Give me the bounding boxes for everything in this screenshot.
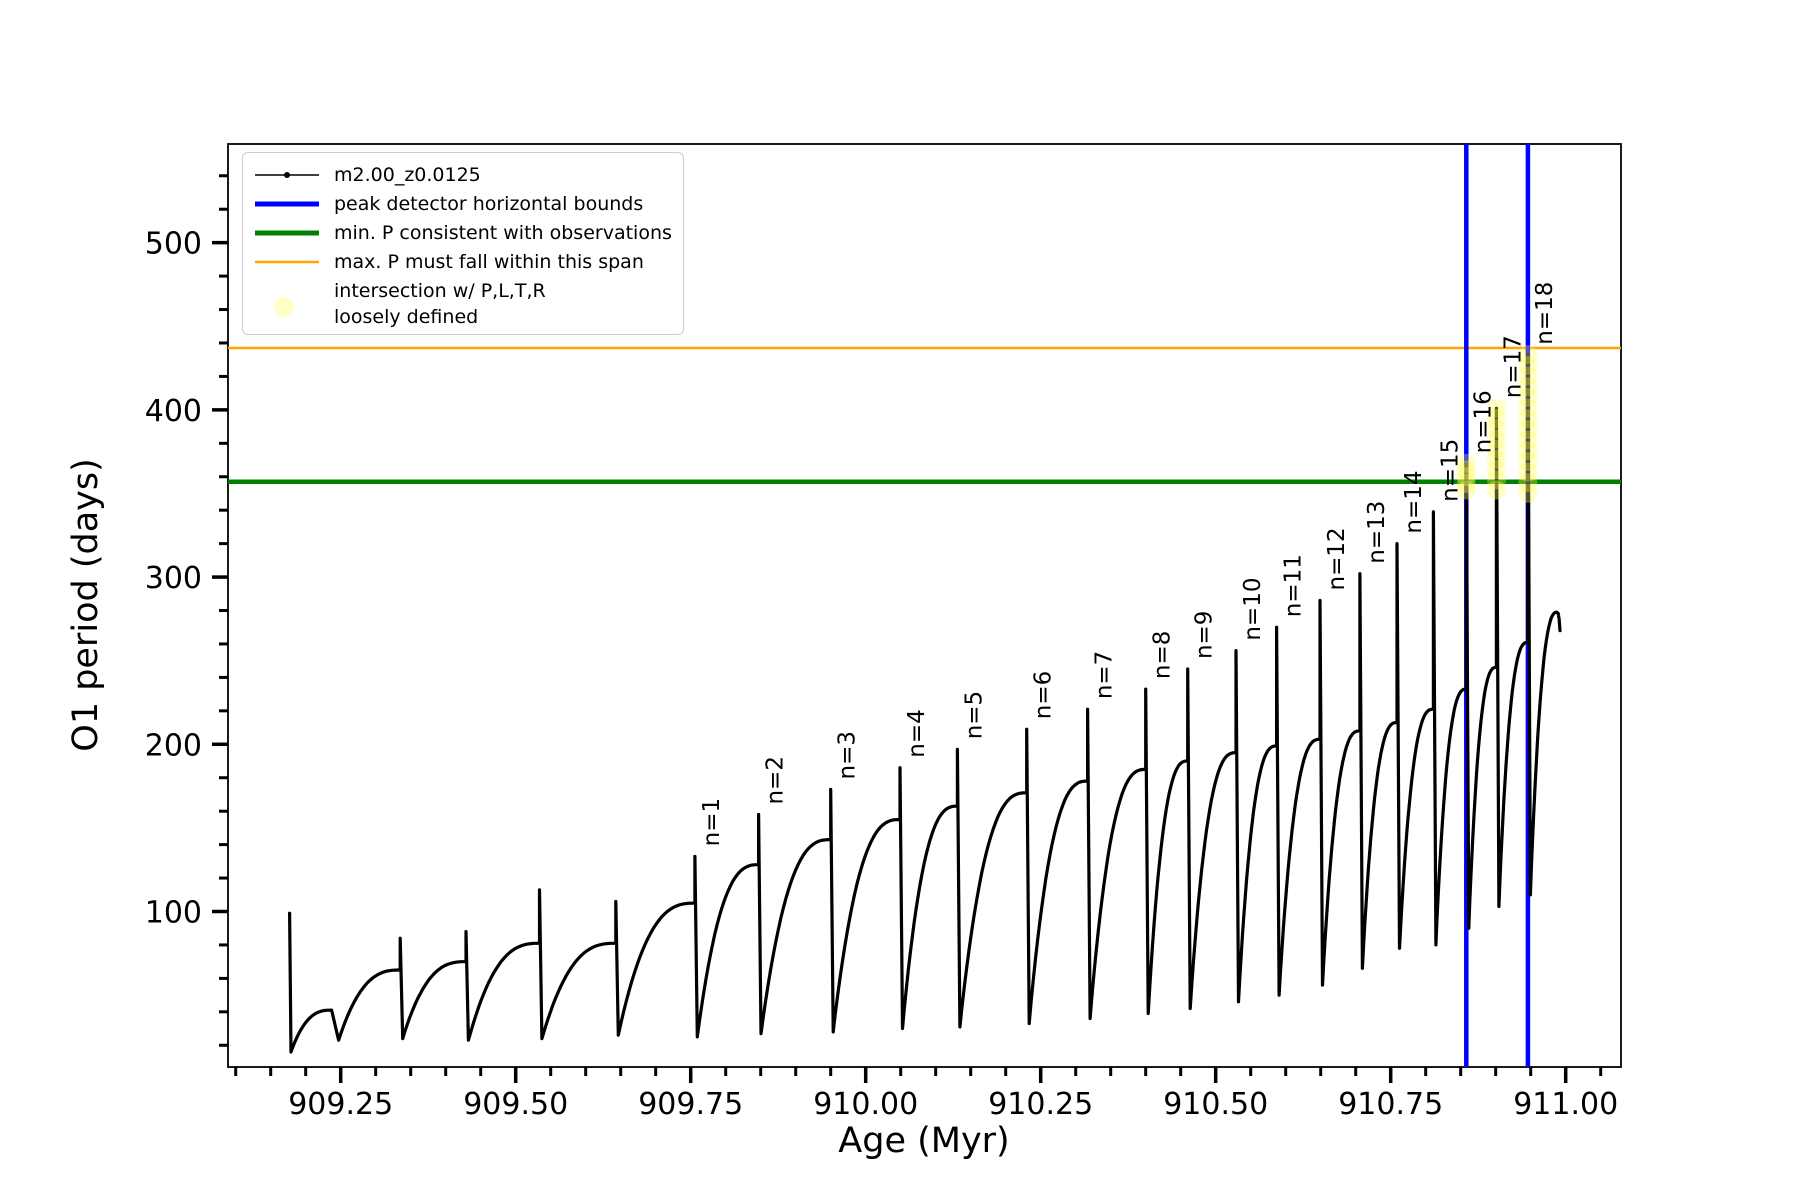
x-tick-label: 910.50 (1163, 1087, 1268, 1122)
intersection-marker (1518, 483, 1538, 503)
peak-label: n=8 (1150, 631, 1176, 679)
intersection-marker (1486, 429, 1506, 449)
intersection-marker (1486, 470, 1506, 490)
intersection-marker (1486, 408, 1506, 428)
peak-label: n=11 (1281, 554, 1307, 617)
green-line-icon (253, 219, 325, 248)
y-tick-label: 300 (145, 561, 202, 596)
intersection-marker (1456, 460, 1476, 480)
peak-label: n=1 (699, 798, 725, 846)
intersection-marker (1456, 453, 1476, 473)
x-tick-label: 909.50 (463, 1087, 568, 1122)
intersection-marker (1486, 460, 1506, 480)
intersection-marker (1518, 451, 1538, 471)
peak-label: n=12 (1324, 527, 1350, 590)
orange-line-icon (253, 248, 325, 277)
peak-label: n=16 (1470, 390, 1496, 453)
peak-label: n=13 (1364, 501, 1390, 564)
peak-label: n=14 (1401, 471, 1427, 534)
intersection-marker (1518, 462, 1538, 482)
y-tick-label: 500 (145, 227, 202, 262)
x-tick-label: 911.00 (1513, 1087, 1618, 1122)
peak-label: n=9 (1192, 611, 1218, 659)
legend-label: m2.00_z0.0125 (334, 163, 481, 186)
intersection-marker (1518, 430, 1538, 450)
line-dot-marker-icon (253, 161, 325, 190)
peak-label: n=15 (1437, 439, 1463, 502)
x-tick-label: 910.75 (1338, 1087, 1443, 1122)
legend-label: max. P must fall within this span (334, 250, 644, 273)
y-tick-label: 100 (145, 895, 202, 930)
intersection-marker (1486, 449, 1506, 469)
yellow-circle-marker-icon (253, 277, 325, 333)
intersection-marker (1518, 366, 1538, 386)
intersection-marker (1518, 387, 1538, 407)
period-evolution-curve (288, 353, 1562, 1054)
intersection-marker (1518, 441, 1538, 461)
legend-entry-intersection: intersection w/ P,L,T,R loosely defined (243, 277, 683, 333)
peak-label: n=18 (1532, 282, 1558, 345)
intersection-marker (1456, 480, 1476, 500)
legend-entry-peak-bounds: peak detector horizontal bounds (243, 190, 683, 219)
intersection-marker (1518, 355, 1538, 375)
peak-label: n=3 (835, 731, 861, 779)
peak-label: n=2 (763, 756, 789, 804)
legend-entry-min-p: min. P consistent with observations (243, 219, 683, 248)
blue-line-icon (253, 190, 325, 219)
peak-label: n=4 (904, 709, 930, 757)
peak-label: n=17 (1500, 335, 1526, 398)
peak-label: n=7 (1092, 651, 1118, 699)
x-tick-label: 910.00 (813, 1087, 918, 1122)
peak-label: n=5 (961, 691, 987, 739)
legend-label: peak detector horizontal bounds (334, 192, 644, 215)
intersection-marker (1518, 419, 1538, 439)
series-m2.00_z0.0125 (288, 353, 1562, 1054)
x-tick-label: 910.25 (988, 1087, 1093, 1122)
legend-label: loosely defined (334, 306, 479, 328)
intersection-marker (1456, 473, 1476, 493)
y-tick-label: 400 (145, 394, 202, 429)
peak-label: n=10 (1240, 578, 1266, 641)
intersection-markers (1456, 345, 1538, 503)
intersection-marker (1518, 398, 1538, 418)
legend: m2.00_z0.0125 peak detector horizontal b… (242, 152, 684, 335)
legend-label: min. P consistent with observations (334, 221, 672, 244)
legend-entry-max-p: max. P must fall within this span (243, 248, 683, 277)
y-tick-label: 200 (145, 728, 202, 763)
legend-label: intersection w/ P,L,T,R (334, 280, 546, 302)
plot-spines (227, 143, 1622, 1068)
axes-frame: 909.25 909.50 909.75 910.00 910.25 910.50 910.… (145, 143, 1622, 1122)
intersection-marker (1486, 398, 1506, 418)
peak-annotations: n=1 n=2 n=3 n=4 n=5 n=6 n=7 n=8 n=9 n=10 n=11 n=12 n… (699, 282, 1558, 847)
intersection-marker (1518, 377, 1538, 397)
x-tick-label: 909.25 (288, 1087, 393, 1122)
intersection-marker (1486, 419, 1506, 439)
intersection-marker (1456, 467, 1476, 487)
intersection-marker (1518, 345, 1538, 365)
y-axis-label: O1 period (days) (66, 458, 106, 751)
x-axis-label: Age (Myr) (838, 1121, 1009, 1161)
legend-entry-series: m2.00_z0.0125 (243, 161, 683, 190)
intersection-marker (1486, 439, 1506, 459)
peak-label: n=6 (1031, 671, 1057, 719)
intersection-marker (1518, 473, 1538, 493)
intersection-marker (1518, 409, 1538, 429)
x-tick-label: 909.75 (638, 1087, 743, 1122)
intersection-marker (1486, 480, 1506, 500)
